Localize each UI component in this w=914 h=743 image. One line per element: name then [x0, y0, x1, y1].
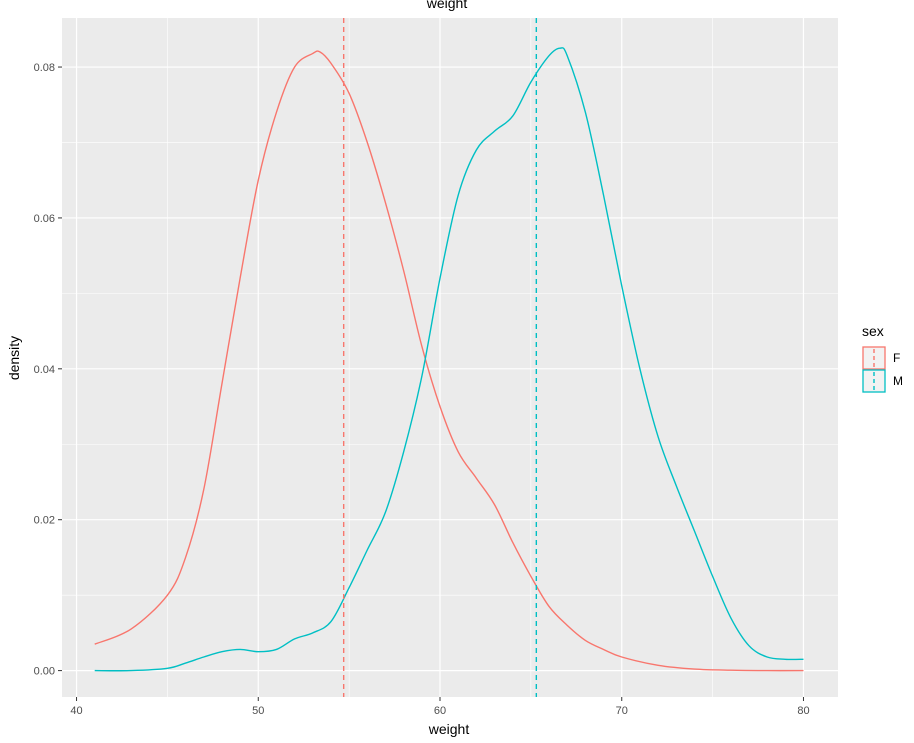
x-tick-label: 70 — [616, 705, 628, 717]
y-tick-label: 0.02 — [34, 515, 55, 527]
legend: sex FM — [862, 323, 903, 393]
x-tick-label: 60 — [434, 705, 446, 717]
chart-title: weight — [426, 0, 468, 11]
density-curve-m — [94, 47, 804, 672]
y-tick-label: 0.00 — [34, 666, 55, 678]
x-tick-label: 50 — [252, 705, 264, 717]
major-grid — [62, 18, 838, 697]
x-axis: 40 50 60 70 80 — [70, 697, 810, 717]
density-curve-f — [94, 50, 804, 672]
series-layer — [94, 18, 804, 697]
x-tick-label: 80 — [797, 705, 809, 717]
x-tick-label: 40 — [70, 705, 82, 717]
legend-label-f: F — [893, 351, 900, 365]
y-axis-title: density — [6, 336, 22, 380]
y-axis: 0.00 0.02 0.04 0.06 0.08 — [34, 62, 62, 678]
y-tick-label: 0.08 — [34, 62, 55, 74]
legend-label-m: M — [893, 374, 903, 388]
plot-panel — [62, 18, 838, 697]
minor-grid — [62, 18, 838, 697]
legend-title: sex — [862, 323, 884, 339]
x-axis-title: weight — [428, 721, 470, 737]
y-tick-label: 0.04 — [34, 364, 55, 376]
y-tick-label: 0.06 — [34, 213, 55, 225]
